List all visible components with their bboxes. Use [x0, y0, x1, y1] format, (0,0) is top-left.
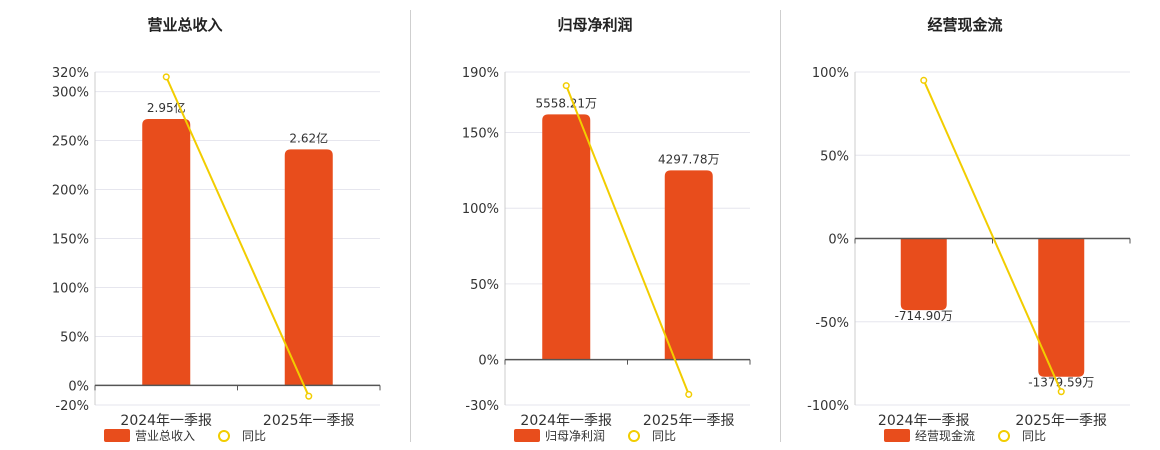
y-tick-label: 50%	[60, 330, 89, 345]
yoy-point	[920, 76, 928, 84]
chart-legend: 经营现金流 同比	[780, 427, 1150, 444]
legend-label: 同比	[1022, 429, 1047, 443]
bar	[284, 149, 333, 386]
legend-bar-swatch	[513, 429, 540, 442]
legend-label: 同比	[242, 429, 267, 443]
legend-item-line[interactable]: 同比	[991, 427, 1046, 444]
bar-data-label: 2.95亿	[147, 100, 186, 115]
x-tick-label: 2025年一季报	[263, 413, 355, 429]
y-tick-label: -20%	[55, 399, 89, 414]
chart-title: 经营现金流	[927, 16, 1003, 34]
legend-line-swatch	[621, 429, 647, 442]
chart-title: 营业总收入	[147, 16, 223, 34]
net-profit-chart-panel: 归母净利润 190% 150% 100% 50% 0% -30% 5558.21万 4297.…	[410, 0, 780, 450]
x-tick-label: 2025年一季报	[1015, 413, 1107, 429]
x-tick-label: 2024年一季报	[120, 413, 212, 429]
revenue-chart: 320% 300% 250% 200% 150% 100% 50% 0% -20% 2.95亿 2.…	[52, 66, 381, 429]
legend-label: 营业总收入	[134, 429, 195, 443]
y-tick-label: 50%	[470, 278, 499, 293]
chart-legend: 归母净利润 同比	[410, 427, 780, 444]
y-tick-label: 0%	[478, 354, 499, 369]
legend-label: 归母净利润	[544, 429, 605, 443]
y-tick-label: -100%	[807, 399, 849, 414]
bar	[1038, 238, 1085, 377]
legend-item-bar[interactable]: 经营现金流	[883, 427, 975, 444]
panel-divider	[780, 10, 781, 442]
bar-data-label: 5558.21万	[535, 96, 597, 110]
legend-bar-swatch	[883, 429, 910, 442]
yoy-point	[1057, 388, 1065, 396]
y-tick-label: 50%	[820, 149, 849, 164]
y-tick-label: 190%	[462, 66, 499, 81]
legend-line-swatch	[211, 429, 237, 442]
legend-label: 同比	[652, 429, 677, 443]
legend-item-line[interactable]: 同比	[211, 427, 266, 444]
bar-data-label: -1379.59万	[1028, 376, 1094, 390]
bar	[664, 170, 713, 360]
panel-divider	[410, 10, 411, 442]
yoy-line	[165, 76, 310, 397]
yoy-point	[685, 390, 693, 398]
y-tick-label: -50%	[815, 316, 849, 331]
bar	[542, 114, 591, 360]
y-tick-label: 150%	[52, 233, 89, 248]
bar-data-label: -714.90万	[895, 309, 953, 323]
y-tick-label: 100%	[812, 66, 849, 81]
legend-item-bar[interactable]: 归母净利润	[513, 427, 605, 444]
legend-label: 经营现金流	[914, 429, 975, 443]
cash-flow-chart-panel: 经营现金流 100% 50% 0% -50% -100% -714.90万 -1379.59…	[780, 0, 1150, 450]
x-tick-label: 2024年一季报	[878, 413, 970, 429]
bar-data-label: 2.62亿	[289, 130, 328, 145]
revenue-chart-panel: 营业总收入 320% 300% 250% 200% 150% 100% 50% 0% -20% 2…	[0, 0, 381, 450]
y-tick-label: -30%	[465, 399, 499, 414]
chart-title: 归母净利润	[557, 16, 633, 34]
yoy-point	[162, 73, 170, 81]
net-profit-chart: 190% 150% 100% 50% 0% -30% 5558.21万 4297.78万 202…	[462, 66, 751, 429]
yoy-line	[922, 79, 1063, 393]
legend-bar-swatch	[103, 429, 130, 442]
y-tick-label: 100%	[52, 281, 89, 296]
y-tick-label: 320%	[52, 66, 89, 81]
bar-data-label: 4297.78万	[658, 152, 720, 166]
x-tick-label: 2024年一季报	[520, 413, 612, 429]
y-tick-label: 100%	[462, 202, 499, 217]
legend-item-line[interactable]: 同比	[621, 427, 676, 444]
legend-line-swatch	[991, 429, 1017, 442]
x-tick-label: 2025年一季报	[643, 413, 735, 429]
legend-item-bar[interactable]: 营业总收入	[103, 427, 195, 444]
yoy-line	[565, 85, 690, 395]
yoy-point	[562, 82, 570, 90]
y-tick-label: 0%	[68, 379, 89, 394]
y-tick-label: 300%	[52, 86, 89, 101]
bar	[900, 238, 947, 311]
cash-flow-chart: 100% 50% 0% -50% -100% -714.90万 -1379.59万 2024年…	[807, 66, 1131, 429]
chart-legend: 营业总收入 同比	[0, 427, 370, 444]
bar	[142, 119, 191, 386]
y-tick-label: 250%	[52, 135, 89, 150]
y-tick-label: 0%	[828, 233, 849, 248]
y-tick-label: 200%	[52, 184, 89, 199]
yoy-point	[305, 392, 313, 400]
y-tick-label: 150%	[462, 127, 499, 142]
